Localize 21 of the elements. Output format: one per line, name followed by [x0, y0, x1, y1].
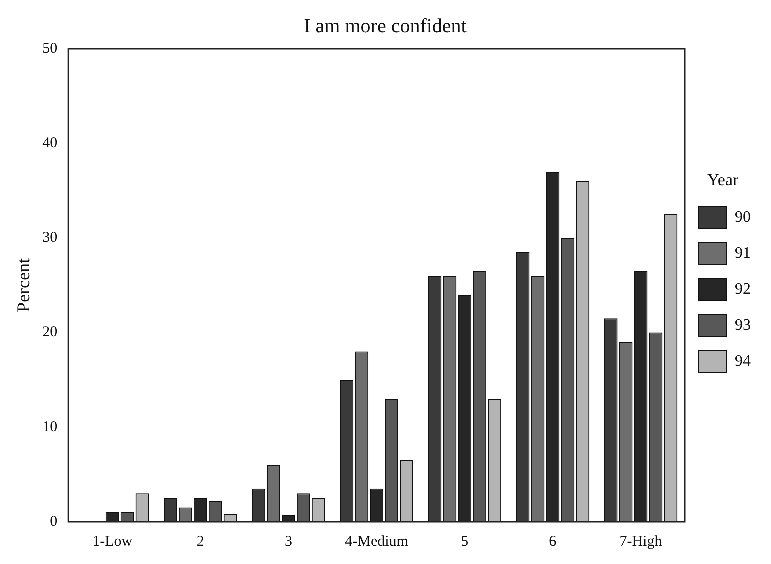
legend-label: 94 — [735, 352, 751, 370]
legend-label: 90 — [735, 208, 751, 226]
y-tick-label: 10 — [42, 419, 58, 436]
legend-title: Year — [707, 170, 739, 190]
x-tick-label: 7-High — [620, 534, 663, 550]
y-tick-label: 50 — [42, 40, 58, 57]
y-tick-label: 30 — [42, 230, 58, 246]
x-tick-label: 6 — [549, 534, 558, 550]
y-tick-label: 0 — [50, 514, 58, 530]
legend-label: 92 — [735, 280, 751, 298]
x-tick-label: 4-Medium — [345, 534, 409, 550]
y-tick-label: 40 — [42, 136, 58, 152]
legend-label: 93 — [735, 316, 751, 334]
x-tick-label: 1-Low — [92, 534, 133, 550]
y-tick-label: 20 — [42, 324, 58, 341]
x-tick-label: 3 — [284, 534, 292, 550]
x-tick-label: 5 — [461, 534, 469, 550]
x-tick-label: 2 — [196, 534, 204, 550]
y-axis-title: Percent — [14, 258, 34, 312]
chart-title: I am more confident — [304, 15, 468, 38]
legend-label: 91 — [735, 244, 751, 262]
